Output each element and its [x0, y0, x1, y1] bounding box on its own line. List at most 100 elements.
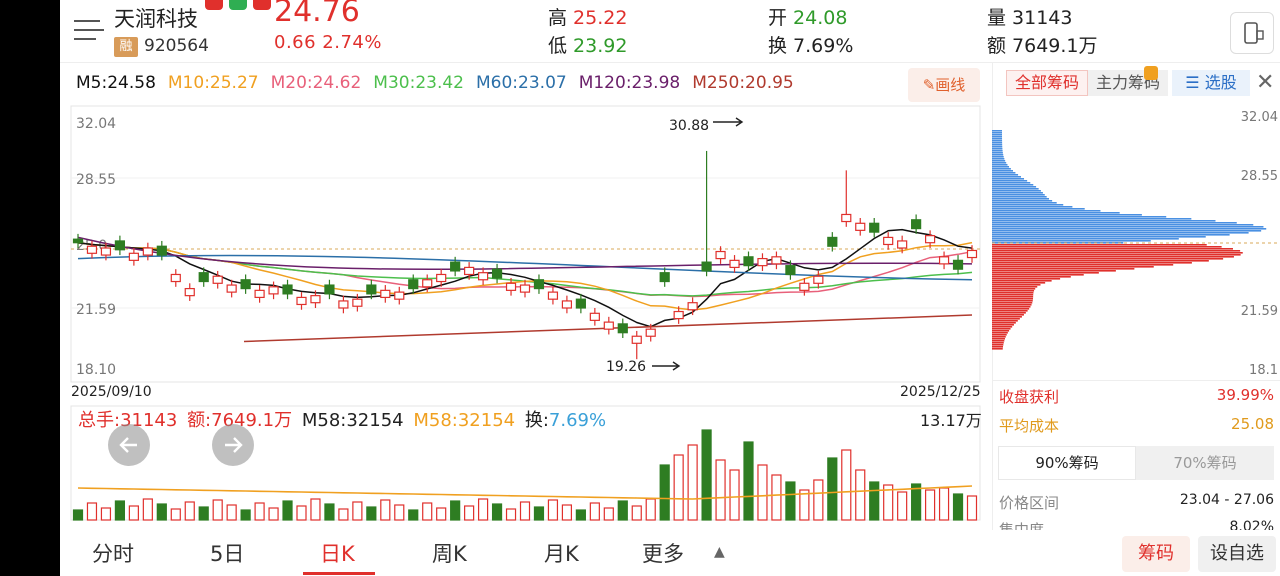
- chip-bar: [992, 236, 1206, 238]
- chip-bar: [992, 258, 1224, 260]
- volume-bar: [897, 491, 908, 521]
- phone-icon: [1244, 22, 1264, 44]
- candle-body: [338, 300, 349, 309]
- chip-distribution-chart: 32.04 28.55 21.59 18.1: [992, 110, 1280, 378]
- chip-bar: [992, 348, 1003, 350]
- tab-70-chips[interactable]: 70%筹码: [1173, 454, 1237, 472]
- candle-body: [156, 245, 167, 256]
- ma5-label: M5:24.58: [76, 73, 156, 93]
- wechat-icon[interactable]: [229, 0, 247, 10]
- quote-open-value: 24.08: [793, 7, 848, 29]
- chip-y-tick: 21.59: [1241, 304, 1278, 319]
- candle-body: [715, 250, 726, 260]
- profit-label: 收盘获利: [999, 388, 1060, 406]
- volume-ma-line: [77, 485, 973, 500]
- chip-bar: [992, 324, 1014, 326]
- chip-bar: [992, 262, 1192, 264]
- volume-bar: [464, 505, 475, 521]
- candle-body: [310, 295, 321, 304]
- last-price: 24.76: [274, 0, 360, 29]
- candle-body: [380, 289, 391, 299]
- chip-bar: [992, 194, 1045, 196]
- chip-bar: [992, 306, 1031, 308]
- volume-bar: [841, 449, 852, 521]
- volume-bar: [450, 500, 461, 521]
- volume-bar: [72, 509, 84, 521]
- chip-bar: [992, 264, 1174, 266]
- tab-90-chips[interactable]: 90%筹码: [998, 446, 1136, 480]
- candle-body: [547, 291, 559, 300]
- chip-bar: [992, 320, 1018, 322]
- chip-bar: [992, 298, 1034, 300]
- volume-bar: [366, 506, 377, 521]
- share-icons[interactable]: [205, 0, 277, 14]
- candle-body: [282, 284, 293, 295]
- share-icon[interactable]: [253, 0, 271, 10]
- volume-bar: [785, 481, 796, 521]
- chip-bar: [992, 156, 1004, 158]
- draw-line-button[interactable]: ✎画线: [908, 68, 980, 102]
- chip-bar: [992, 192, 1043, 194]
- candle-body: [897, 240, 908, 249]
- add-watchlist-button[interactable]: 设自选: [1198, 536, 1276, 572]
- quote-open: 开 24.08: [768, 3, 847, 30]
- arrow-left-icon: [119, 437, 137, 453]
- candle-body: [757, 257, 768, 267]
- weibo-icon[interactable]: [205, 0, 223, 10]
- avg-cost-label: 平均成本: [999, 417, 1060, 435]
- quote-low: 低 23.92: [548, 31, 627, 58]
- tab-stock-select[interactable]: ☰ 选股: [1172, 70, 1250, 96]
- chip-bar: [992, 226, 1264, 228]
- nav-5day[interactable]: 5日: [210, 542, 245, 566]
- chip-bar: [992, 240, 1151, 242]
- chip-bar: [992, 270, 1116, 272]
- candle-body: [86, 245, 98, 254]
- kline-chart[interactable]: 32.04 28.55 25.0 21.59 18.10 30.88 19.26…: [60, 100, 990, 400]
- volume-bar: [729, 469, 740, 521]
- chip-bar: [992, 174, 1019, 176]
- chips-button[interactable]: 筹码: [1122, 536, 1190, 572]
- candle-body: [142, 247, 153, 256]
- volume-bar: [771, 474, 782, 521]
- chip-bar: [992, 218, 1192, 220]
- candle-body: [883, 236, 894, 246]
- caret-up-icon[interactable]: ▲: [714, 544, 725, 560]
- nav-intraday[interactable]: 分时: [92, 542, 134, 566]
- nav-monthly-k[interactable]: 月K: [544, 542, 579, 566]
- candle-body: [226, 284, 237, 293]
- candle-body: [603, 321, 614, 330]
- volume-max: 13.17万: [920, 411, 982, 430]
- chip-bar: [992, 288, 1036, 290]
- chip-y-tick: 28.55: [1241, 169, 1278, 184]
- filter-icon: ☰: [1185, 73, 1200, 92]
- chip-bar: [992, 158, 1005, 160]
- chip-bar: [992, 332, 1008, 334]
- chip-bar: [992, 132, 1003, 134]
- chip-bar: [992, 154, 1004, 156]
- volume-bar: [533, 506, 545, 521]
- chip-bar: [992, 130, 1003, 132]
- nav-weekly-k[interactable]: 周K: [432, 542, 467, 566]
- ma20-label: M20:24.62: [270, 73, 362, 93]
- quote-volume-label: 量: [987, 7, 1007, 29]
- chip-bar: [992, 210, 1101, 212]
- y-tick: 28.55: [76, 172, 116, 188]
- nav-more[interactable]: 更多: [642, 542, 684, 566]
- chip-bar: [992, 280, 1052, 282]
- chip-bar: [992, 140, 1003, 142]
- close-icon[interactable]: ✕: [1256, 70, 1275, 95]
- candle-body: [324, 284, 335, 295]
- volume-bar: [827, 457, 838, 521]
- volume-total: 总手:31143: [78, 410, 178, 431]
- nav-daily-k[interactable]: 日K: [320, 542, 355, 566]
- chip-bar: [992, 302, 1033, 304]
- volume-bar: [855, 469, 866, 521]
- menu-icon[interactable]: [74, 18, 104, 44]
- volume-chart[interactable]: [60, 404, 990, 524]
- volume-bar: [883, 484, 894, 521]
- candle-body: [687, 302, 698, 311]
- phone-rotate-button[interactable]: [1230, 12, 1274, 54]
- prev-arrow-button[interactable]: [108, 424, 150, 466]
- next-arrow-button[interactable]: [212, 424, 254, 466]
- tab-all-chips[interactable]: 全部筹码: [1006, 70, 1088, 96]
